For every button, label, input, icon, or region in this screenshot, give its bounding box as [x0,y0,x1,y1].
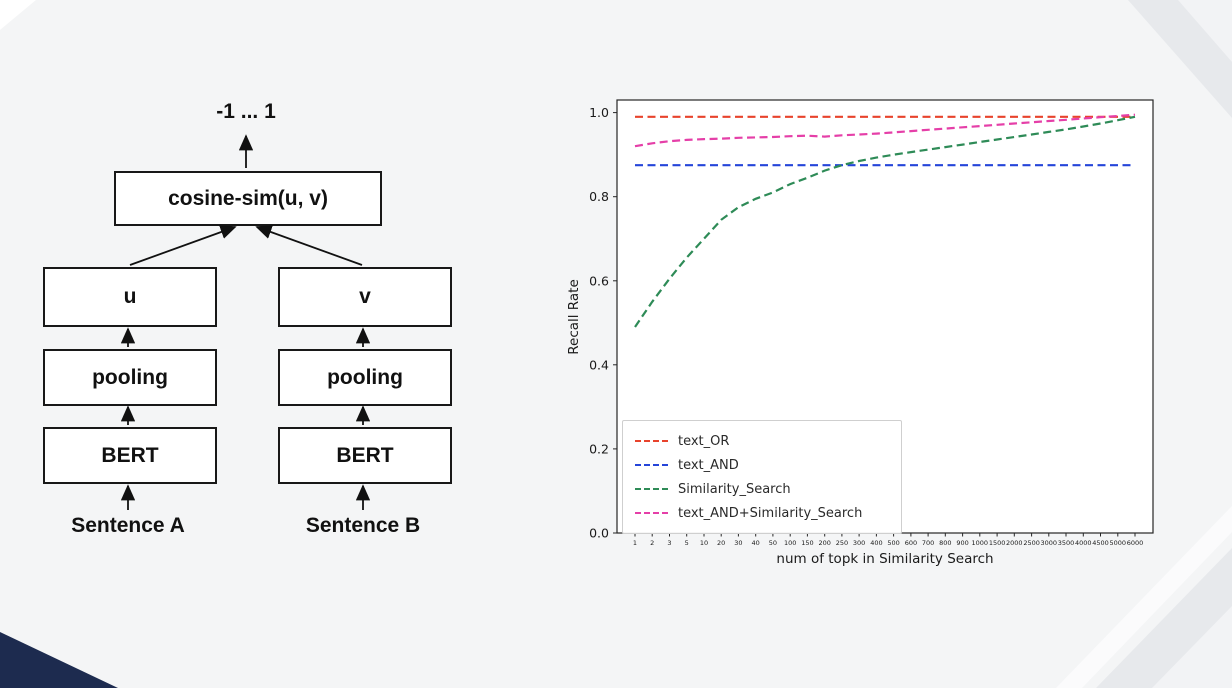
arrow-v-to-cosine [255,225,363,266]
x-tick-label: 3000 [1041,539,1058,547]
x-tick-label: 5 [685,539,689,547]
y-tick-label: 1.0 [589,105,609,120]
sentence-a-label: Sentence A [71,514,185,537]
x-tick-label: 150 [801,539,813,547]
x-tick-label: 800 [939,539,951,547]
x-tick-label: 1500 [989,539,1006,547]
legend-item: text_AND+Similarity_Search [635,501,889,525]
legend-label: text_AND [678,457,739,473]
x-tick-label: 10 [700,539,708,547]
x-tick-label: 700 [922,539,934,547]
x-tick-label: 600 [905,539,917,547]
x-tick-label: 250 [836,539,848,547]
x-tick-label: 40 [752,539,760,547]
legend-line-sample [635,464,668,466]
x-tick-label: 1000 [972,539,989,547]
u-box: u [43,267,217,327]
x-tick-label: 2000 [1006,539,1023,547]
x-tick-label: 3 [667,539,671,547]
x-tick-label: 5000 [1110,539,1127,547]
y-axis-label: Recall Rate [566,279,582,355]
y-tick-label: 0.6 [589,273,609,288]
bert-box-left: BERT [43,427,217,484]
decor-bottom-right-inner [1152,606,1232,688]
x-tick-label: 100 [784,539,796,547]
y-tick-label: 0.8 [589,189,609,204]
x-tick-label: 2500 [1023,539,1040,547]
x-tick-label: 400 [870,539,882,547]
decor-bottom-right-stripe [1056,506,1232,688]
series-text_AND+Similarity_Search [634,113,1136,148]
legend-item: Similarity_Search [635,477,889,501]
cosine-sim-box: cosine-sim(u, v) [114,171,382,226]
x-tick-label: 300 [853,539,865,547]
x-tick-label: 4000 [1075,539,1092,547]
bert-box-right: BERT [278,427,452,484]
arrow-u-to-cosine [129,225,237,266]
x-tick-label: 1 [633,539,637,547]
legend-item: text_OR [635,429,889,453]
x-tick-label: 3500 [1058,539,1075,547]
x-tick-label: 4500 [1092,539,1109,547]
legend-item: text_AND [635,453,889,477]
chart-legend: text_OR text_AND Similarity_Search text_AND… [622,420,902,534]
y-tick-label: 0.2 [589,441,609,456]
y-tick-label: 0.4 [589,357,609,372]
legend-line-sample [635,488,668,490]
decor-bottom-left-navy-triangle [0,632,118,688]
x-tick-label: 20 [717,539,725,547]
pooling-box-left: pooling [43,349,217,406]
x-tick-label: 50 [769,539,777,547]
x-tick-label: 200 [818,539,830,547]
diagram-output-label: -1 ... 1 [216,100,276,123]
y-tick-label: 0.0 [589,526,609,541]
legend-label: Similarity_Search [678,481,791,497]
legend-label: text_AND+Similarity_Search [678,505,863,521]
x-tick-label: 30 [734,539,742,547]
decor-top-left-triangle [0,0,36,30]
pooling-box-right: pooling [278,349,452,406]
x-axis-label: num of topk in Similarity Search [776,551,993,567]
x-tick-label: 500 [887,539,899,547]
x-tick-label: 900 [956,539,968,547]
v-box: v [278,267,452,327]
x-tick-label: 2 [650,539,654,547]
x-tick-label: 6000 [1127,539,1144,547]
sentence-b-label: Sentence B [305,514,421,537]
legend-label: text_OR [678,433,730,449]
decor-top-right-inner [1178,0,1232,62]
legend-line-sample [635,512,668,514]
series-Similarity_Search [634,115,1136,328]
legend-line-sample [635,440,668,442]
